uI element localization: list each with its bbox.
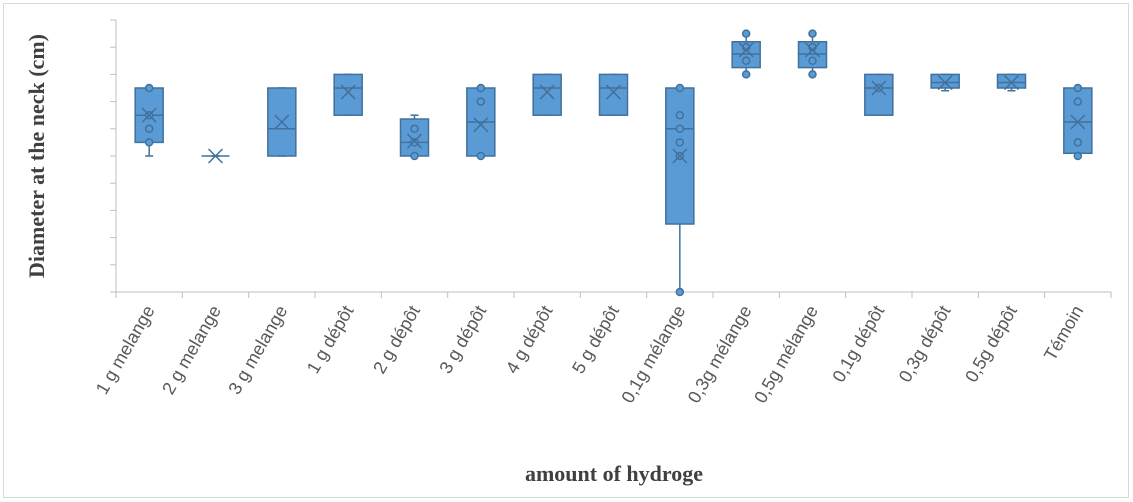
y-axis-title: Diameter at the neck (cm) — [24, 34, 49, 278]
data-point — [1073, 138, 1083, 147]
data-point — [144, 138, 154, 147]
data-point — [675, 83, 685, 93]
data-point — [675, 110, 685, 120]
mean-marker — [141, 107, 157, 123]
data-point — [675, 124, 685, 134]
data-point — [808, 70, 817, 79]
mean-marker — [473, 117, 489, 133]
mean-marker — [871, 80, 887, 96]
box — [333, 73, 363, 116]
box — [930, 73, 960, 89]
data-point — [741, 56, 751, 66]
data-point — [741, 29, 751, 38]
data-point — [144, 83, 154, 93]
data-point — [476, 97, 486, 106]
mean-marker — [1003, 75, 1020, 91]
data-point — [410, 124, 419, 134]
data-point — [144, 124, 154, 134]
mean-marker — [406, 133, 423, 149]
data-point — [1073, 83, 1083, 93]
data-point — [675, 138, 685, 147]
data-point — [808, 56, 817, 66]
mean-marker — [937, 75, 953, 91]
data-point — [410, 138, 419, 147]
mean-marker — [274, 114, 290, 130]
box — [532, 73, 562, 116]
mean-marker — [672, 148, 688, 164]
data-point — [476, 151, 486, 161]
mean-marker — [340, 84, 356, 100]
data-point — [1073, 97, 1083, 106]
box — [864, 73, 894, 116]
mean-marker — [1070, 114, 1086, 130]
mean-marker — [539, 84, 555, 100]
box — [996, 73, 1027, 89]
data-point — [675, 287, 685, 297]
data-point — [410, 151, 419, 161]
data-point — [1073, 151, 1083, 161]
mean-marker — [738, 42, 754, 58]
mean-marker — [605, 84, 622, 100]
data-point — [741, 70, 751, 79]
data-point — [476, 83, 486, 93]
box — [598, 73, 629, 116]
mean-marker — [207, 148, 224, 164]
mean-marker — [804, 42, 821, 58]
data-point — [808, 29, 817, 38]
x-axis-title: amount of hydroge — [525, 461, 703, 486]
